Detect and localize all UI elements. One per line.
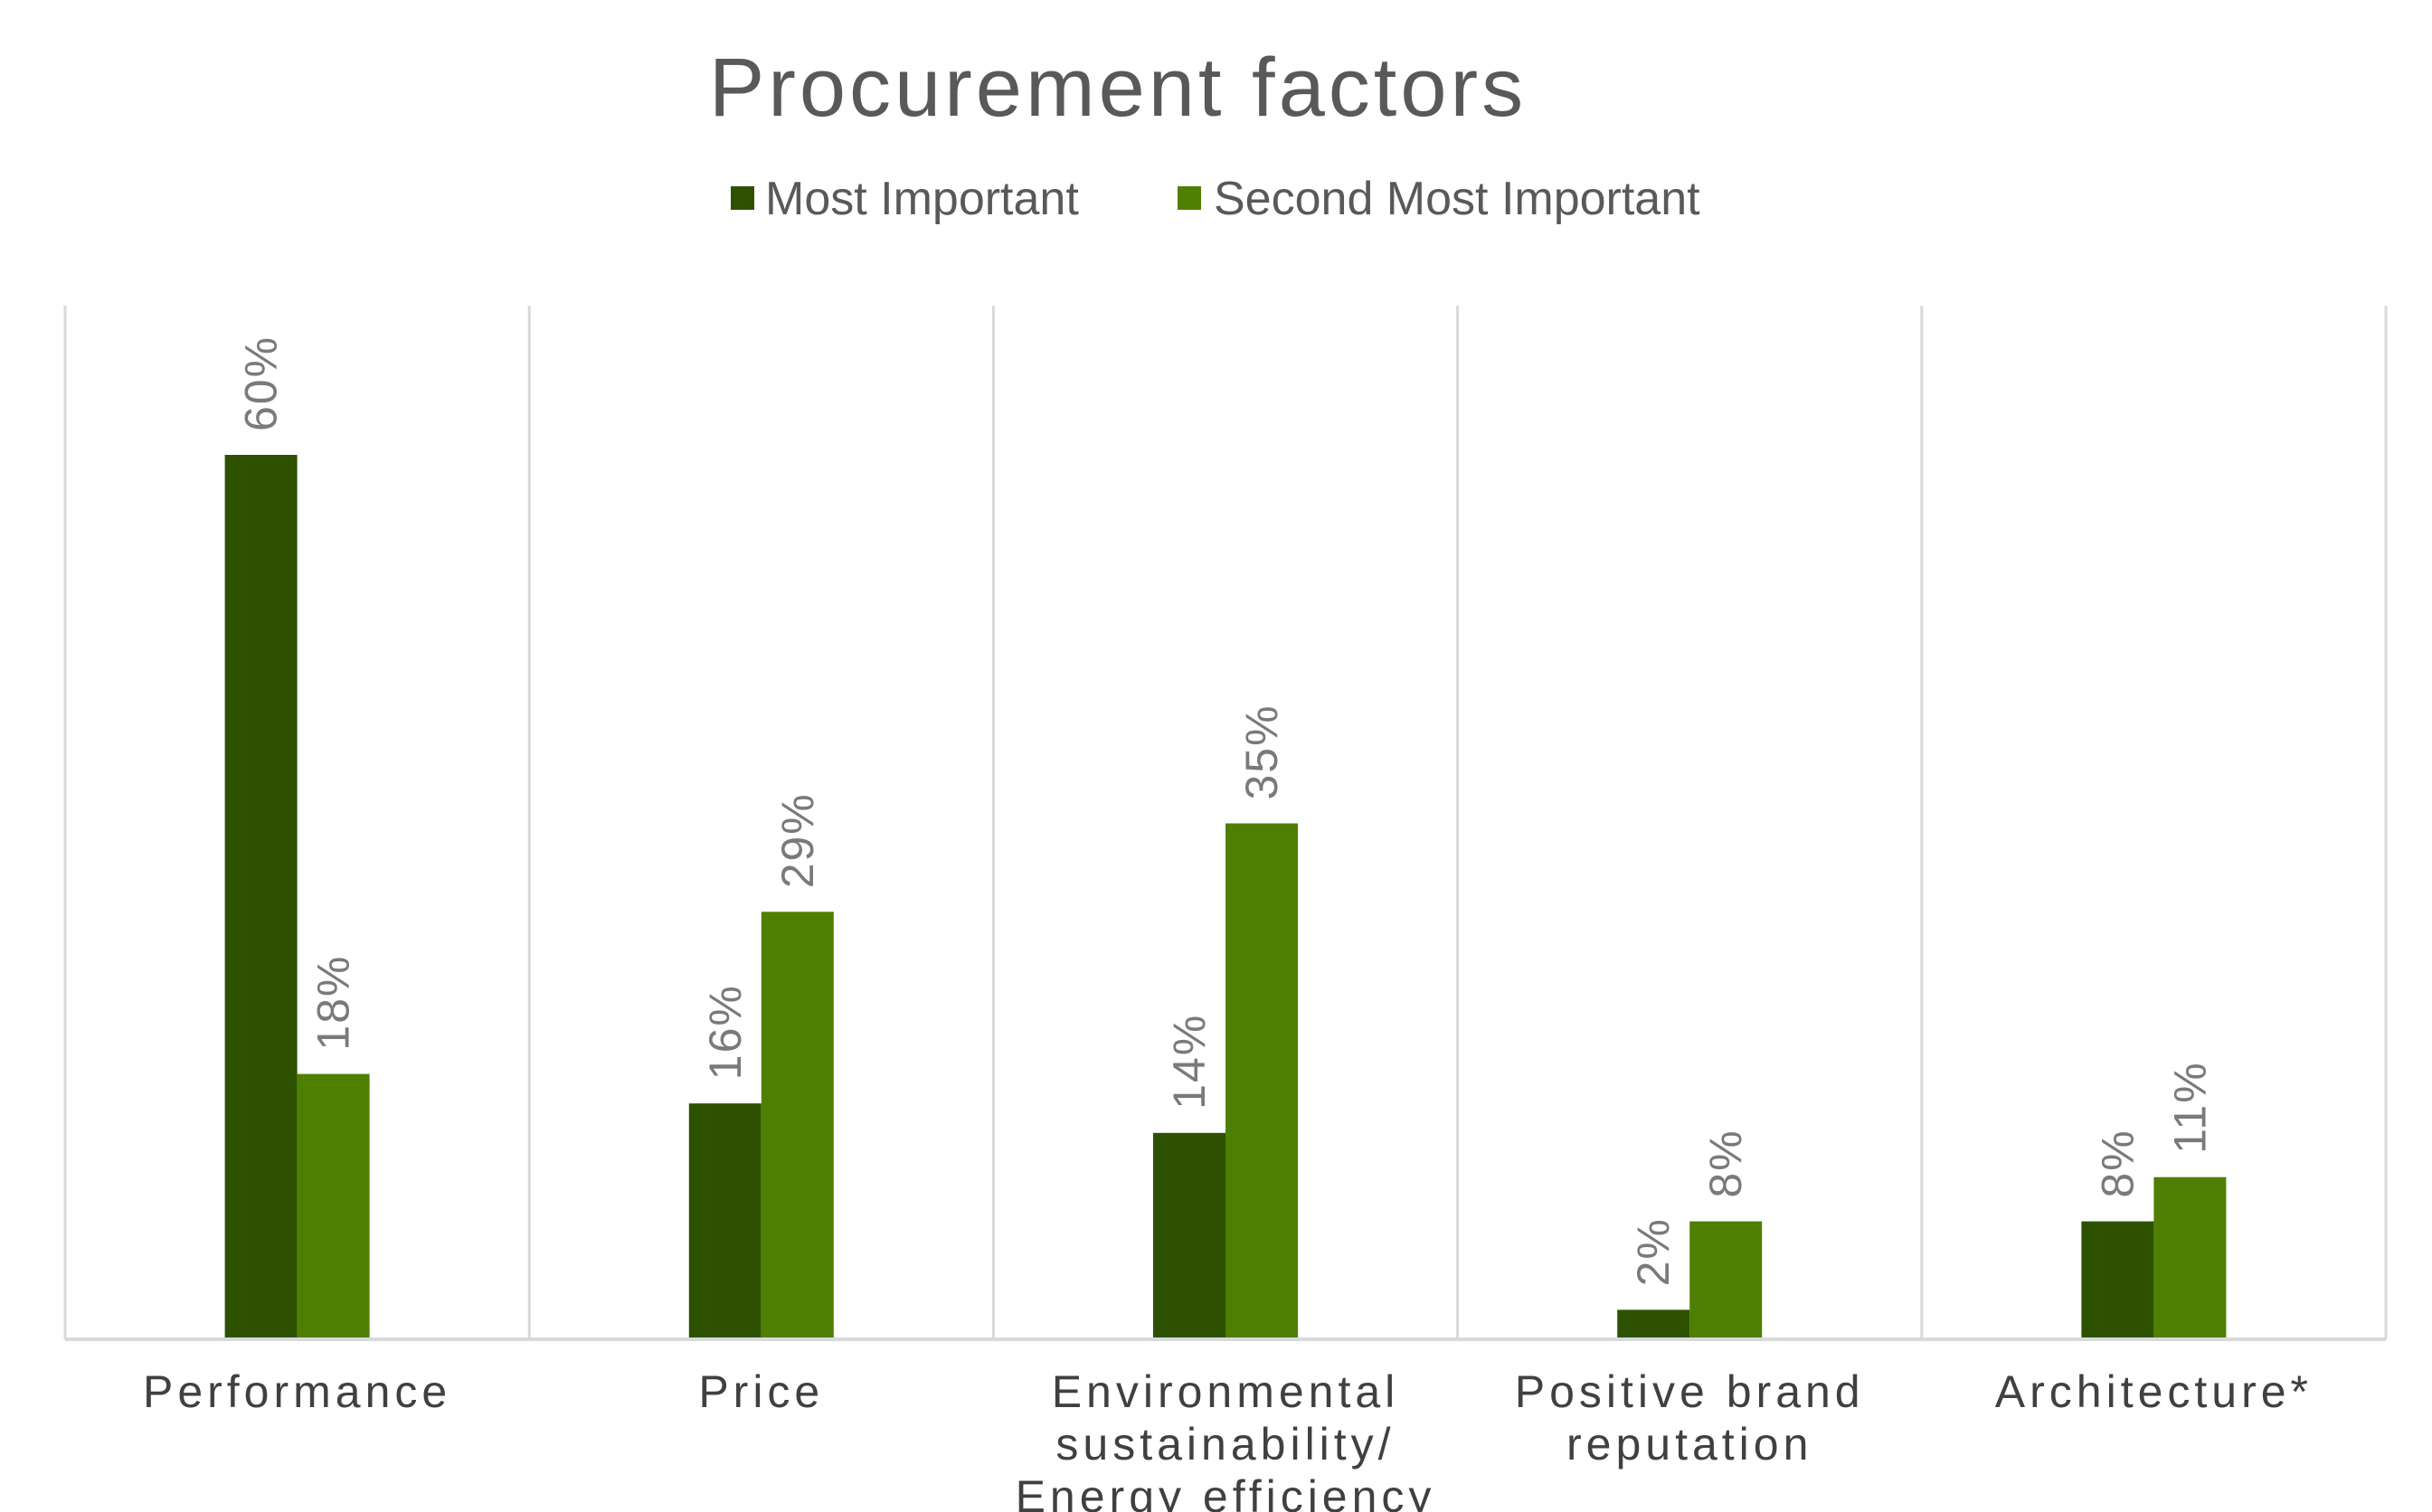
legend-swatch-most-important [731, 186, 754, 210]
category-label-line: Performance [143, 1366, 451, 1417]
category-label: Environmental sustainability/Energy effic… [1016, 1366, 1436, 1512]
category-label-line: reputation [1566, 1419, 1812, 1469]
category-label: Performance [143, 1366, 451, 1417]
bar-most-important [1617, 1309, 1690, 1339]
category-label: Positive brand reputation [1515, 1366, 1865, 1469]
category-label-line: Price [698, 1366, 824, 1417]
legend-label-most-important: Most Important [765, 173, 1079, 225]
data-label: 2% [1628, 1217, 1679, 1286]
bar-second-most-important [1689, 1221, 1763, 1339]
category-label-line: Energy efficiency [1016, 1471, 1436, 1512]
data-label: 29% [772, 792, 823, 888]
chart-title: Procurement factors [709, 42, 1527, 134]
data-label: 8% [2092, 1129, 2143, 1197]
data-label: 11% [2164, 1061, 2215, 1153]
value-labels: 60% 18% 16% 29% 14% 35% 2% 8% 8% 11% [236, 335, 2216, 1286]
bar-second-most-important [1225, 823, 1298, 1339]
bar-second-most-important [297, 1073, 370, 1339]
category-grid [63, 306, 2388, 1339]
legend-swatch-second-most-important [1178, 186, 1201, 210]
bar-most-important [1153, 1132, 1225, 1339]
category-label-line: sustainability/ [1055, 1419, 1395, 1469]
data-label: 14% [1164, 1014, 1215, 1110]
legend-label-second-most-important: Second Most Important [1214, 173, 1700, 225]
category-label-line: Environmental [1052, 1366, 1400, 1417]
data-label: 60% [236, 335, 287, 431]
bar-most-important [224, 455, 298, 1339]
bar-most-important [2081, 1221, 2154, 1339]
bar-second-most-important [2153, 1177, 2227, 1339]
category-label-line: Positive brand [1515, 1366, 1865, 1417]
chart-legend: Most Important Second Most Important [731, 173, 1700, 225]
bar-most-important [688, 1103, 762, 1339]
data-label: 8% [1700, 1129, 1751, 1197]
bar-second-most-important [761, 912, 834, 1339]
category-label: Architecture* [1995, 1366, 2313, 1417]
category-label-line: Architecture* [1995, 1366, 2313, 1417]
category-axis-labels: Performance Price Environmental sustainabil… [143, 1366, 2313, 1512]
data-label: 18% [308, 955, 359, 1051]
data-label: 35% [1236, 704, 1287, 799]
bar-series [224, 455, 2227, 1339]
data-label: 16% [700, 984, 751, 1080]
category-label: Price [698, 1366, 824, 1417]
